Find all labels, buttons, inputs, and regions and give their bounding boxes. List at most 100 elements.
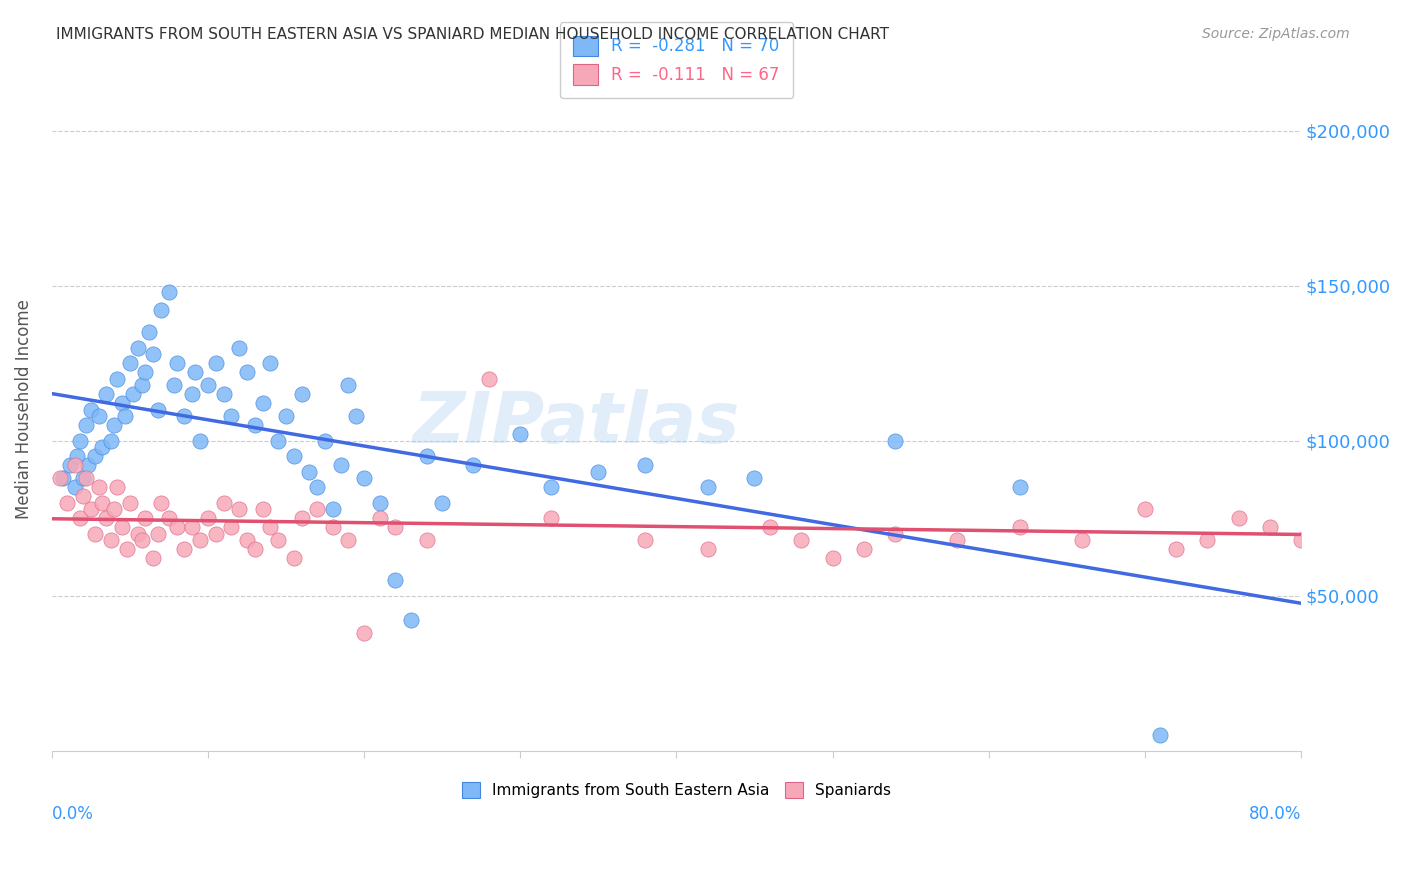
Point: [430, 495, 453, 509]
Point: [267, 434, 290, 448]
Point: [1164, 542, 1187, 557]
Point: [852, 542, 875, 557]
Point: [1149, 728, 1171, 742]
Point: [821, 551, 844, 566]
Point: [283, 449, 305, 463]
Point: [236, 365, 259, 379]
Point: [166, 356, 188, 370]
Point: [540, 480, 562, 494]
Point: [80, 402, 103, 417]
Point: [75, 417, 97, 432]
Point: [415, 449, 437, 463]
Point: [111, 520, 134, 534]
Text: IMMIGRANTS FROM SOUTH EASTERN ASIA VS SPANIARD MEDIAN HOUSEHOLD INCOME CORRELATI: IMMIGRANTS FROM SOUTH EASTERN ASIA VS SP…: [56, 27, 889, 42]
Point: [122, 387, 145, 401]
Point: [48, 471, 70, 485]
Y-axis label: Median Household Income: Median Household Income: [15, 300, 32, 519]
Point: [744, 471, 766, 485]
Point: [790, 533, 813, 547]
Point: [63, 458, 86, 473]
Point: [157, 285, 180, 299]
Point: [150, 495, 173, 509]
Point: [76, 458, 98, 473]
Point: [243, 417, 266, 432]
Point: [103, 417, 125, 432]
Point: [1008, 520, 1031, 534]
Point: [509, 427, 531, 442]
Point: [634, 458, 657, 473]
Point: [1197, 533, 1219, 547]
Point: [59, 458, 82, 473]
Text: 0.0%: 0.0%: [52, 805, 94, 823]
Point: [259, 356, 281, 370]
Point: [69, 434, 91, 448]
Point: [353, 625, 375, 640]
Point: [634, 533, 657, 547]
Point: [322, 520, 344, 534]
Point: [1322, 396, 1344, 410]
Point: [197, 377, 219, 392]
Point: [337, 533, 360, 547]
Point: [90, 440, 112, 454]
Point: [759, 520, 782, 534]
Point: [134, 365, 156, 379]
Point: [188, 533, 211, 547]
Point: [322, 501, 344, 516]
Point: [96, 387, 118, 401]
Point: [157, 511, 180, 525]
Point: [696, 542, 718, 557]
Point: [267, 533, 290, 547]
Point: [115, 542, 138, 557]
Point: [162, 377, 184, 392]
Point: [329, 458, 352, 473]
Point: [80, 501, 103, 516]
Point: [84, 526, 107, 541]
Point: [463, 458, 485, 473]
Point: [166, 520, 188, 534]
Point: [384, 520, 406, 534]
Point: [1071, 533, 1094, 547]
Point: [478, 371, 501, 385]
Point: [221, 409, 243, 423]
Point: [314, 434, 336, 448]
Point: [111, 396, 134, 410]
Point: [105, 480, 128, 494]
Point: [173, 409, 195, 423]
Point: [72, 489, 94, 503]
Point: [283, 551, 305, 566]
Point: [75, 471, 97, 485]
Point: [87, 409, 110, 423]
Point: [90, 495, 112, 509]
Point: [228, 501, 250, 516]
Text: Source: ZipAtlas.com: Source: ZipAtlas.com: [1202, 27, 1350, 41]
Point: [84, 449, 107, 463]
Point: [103, 501, 125, 516]
Point: [884, 434, 907, 448]
Point: [134, 511, 156, 525]
Point: [181, 520, 204, 534]
Point: [146, 526, 169, 541]
Point: [105, 371, 128, 385]
Point: [100, 434, 122, 448]
Point: [173, 542, 195, 557]
Point: [1133, 501, 1156, 516]
Point: [96, 511, 118, 525]
Point: [228, 341, 250, 355]
Point: [212, 495, 235, 509]
Point: [259, 520, 281, 534]
Point: [946, 533, 969, 547]
Point: [1008, 480, 1031, 494]
Point: [150, 303, 173, 318]
Point: [142, 347, 165, 361]
Point: [337, 377, 360, 392]
Point: [127, 526, 149, 541]
Legend: Immigrants from South Eastern Asia, Spaniards: Immigrants from South Eastern Asia, Span…: [456, 776, 897, 805]
Point: [236, 533, 259, 547]
Point: [252, 501, 274, 516]
Point: [1305, 607, 1327, 621]
Point: [243, 542, 266, 557]
Point: [63, 480, 86, 494]
Point: [181, 387, 204, 401]
Point: [52, 471, 75, 485]
Point: [274, 409, 297, 423]
